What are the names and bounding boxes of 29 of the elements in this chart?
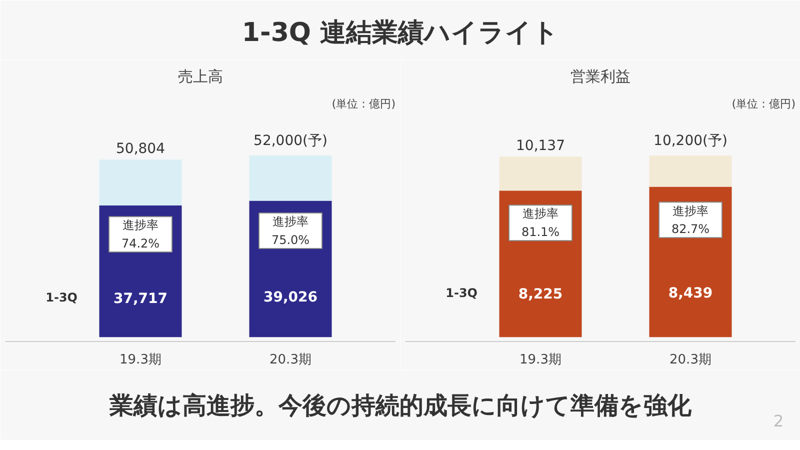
text: 業績は高進捗。今後の持続的成長に向けて準備を強化: [108, 392, 692, 420]
annotation: 進捗率 74.2%: [121, 218, 160, 250]
bar: [249, 155, 332, 201]
data-label: 39,026: [263, 290, 318, 306]
total-label: 10,200(予): [654, 132, 728, 149]
data-label: 8,439: [668, 285, 713, 302]
total-label: 10,137: [516, 138, 566, 154]
series-label: 1-3Q: [446, 286, 478, 300]
x-tick-label: 20.3期: [670, 352, 712, 368]
bar: [499, 156, 582, 191]
series-label: 1-3Q: [46, 290, 78, 305]
total-label: 50,804: [116, 140, 166, 157]
data-label: 8,225: [518, 286, 563, 303]
chart-title: 営業利益: [570, 68, 630, 86]
chart-subtitle: (単位：億円): [332, 98, 396, 110]
text: 2: [773, 412, 784, 430]
chart-subtitle: (単位：億円): [732, 98, 796, 110]
annotation: 進捗率 75.0%: [271, 214, 310, 247]
annotation: 進捗率 81.1%: [521, 206, 560, 239]
x-tick-label: 20.3期: [270, 352, 312, 368]
text: 1-3Q 連結業績ハイライト: [242, 18, 560, 48]
annotation: 進捗率 82.7%: [671, 204, 710, 236]
x-tick-label: 19.3期: [520, 352, 562, 368]
chart-title: 売上高: [178, 68, 223, 86]
total-label: 52,000(予): [254, 132, 328, 149]
bar: [99, 160, 182, 206]
bar: [649, 155, 732, 187]
data-label: 37,717: [113, 291, 168, 308]
x-tick-label: 19.3期: [120, 352, 162, 368]
